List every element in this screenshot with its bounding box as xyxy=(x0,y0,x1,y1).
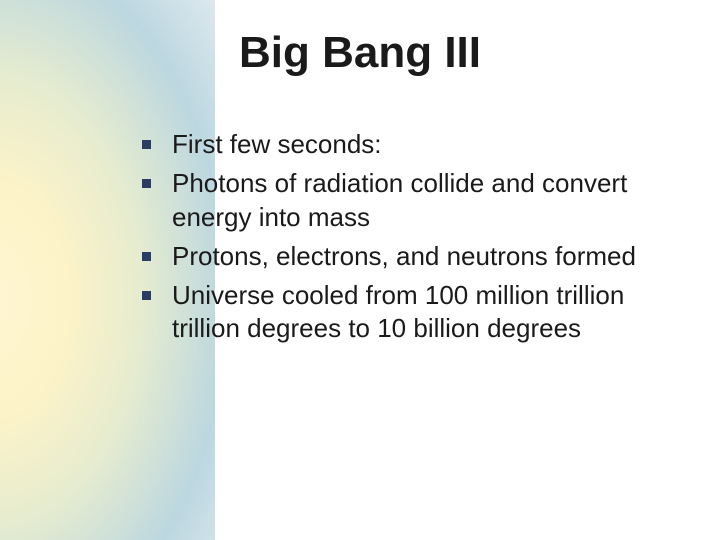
list-item-text: Protons, electrons, and neutrons formed xyxy=(172,241,636,271)
bullet-list: First few seconds: Photons of radiation … xyxy=(128,128,676,346)
slide-body: First few seconds: Photons of radiation … xyxy=(128,128,676,352)
list-item-text: Universe cooled from 100 million trillio… xyxy=(172,280,624,343)
list-item-text: First few seconds: xyxy=(172,129,382,159)
list-item: First few seconds: xyxy=(128,128,676,161)
bullet-square-icon xyxy=(142,252,151,261)
list-item: Protons, electrons, and neutrons formed xyxy=(128,240,676,273)
bullet-square-icon xyxy=(142,179,151,188)
list-item-text: Photons of radiation collide and convert… xyxy=(172,168,627,231)
slide-title: Big Bang III xyxy=(0,28,720,78)
bullet-square-icon xyxy=(142,291,151,300)
bullet-square-icon xyxy=(142,140,151,149)
list-item: Universe cooled from 100 million trillio… xyxy=(128,279,676,346)
slide: Big Bang III First few seconds: Photons … xyxy=(0,0,720,540)
list-item: Photons of radiation collide and convert… xyxy=(128,167,676,234)
